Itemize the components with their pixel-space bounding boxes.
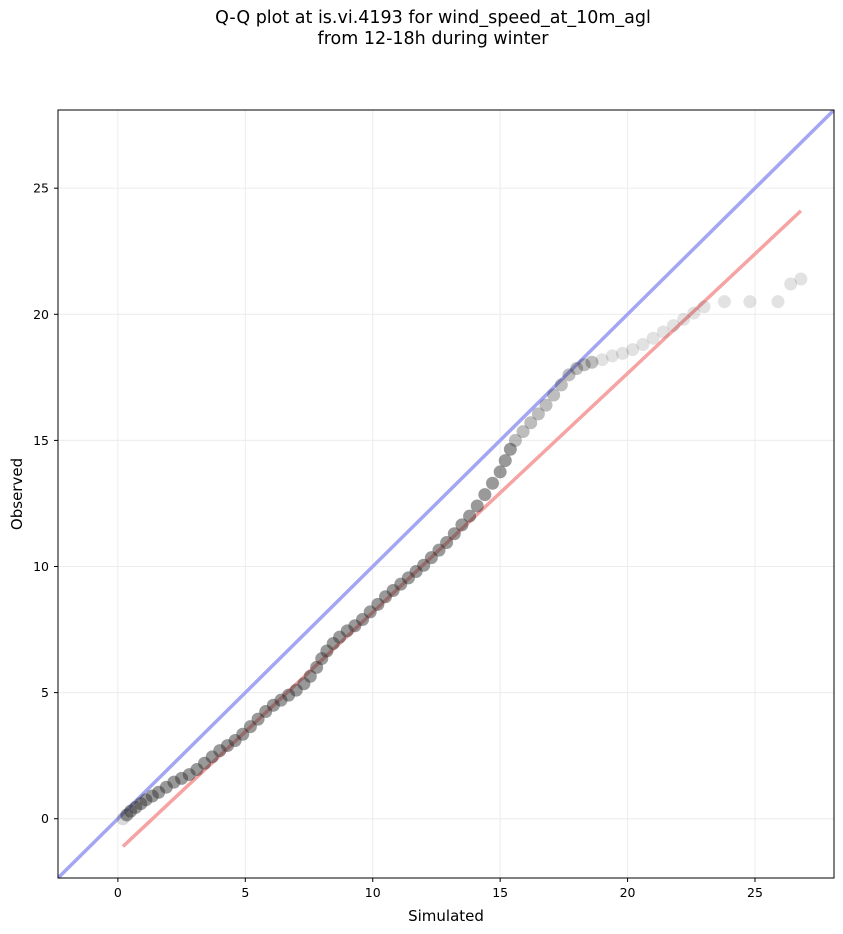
plot-frame — [57, 109, 835, 879]
data-point — [547, 388, 561, 402]
data-point — [636, 338, 650, 352]
x-tick-label: 10 — [365, 885, 381, 900]
data-point — [626, 343, 640, 357]
data-point — [605, 349, 619, 363]
chart-title-line-1: Q-Q plot at is.vi.4193 for wind_speed_at… — [215, 8, 651, 28]
data-point — [470, 499, 484, 513]
data-point — [478, 488, 492, 502]
scatter-points — [116, 272, 808, 826]
data-point — [615, 346, 629, 360]
y-tick-label: 20 — [33, 307, 49, 322]
data-point — [486, 476, 500, 490]
y-tick-label: 5 — [41, 685, 49, 700]
y-tick-label: 25 — [33, 181, 49, 196]
data-point — [666, 319, 680, 333]
data-point — [577, 358, 591, 372]
data-point — [646, 331, 660, 345]
chart-title: Q-Q plot at is.vi.4193 for wind_speed_at… — [0, 8, 843, 50]
data-point — [717, 295, 731, 309]
data-point — [784, 277, 798, 291]
y-tick-label: 10 — [33, 559, 49, 574]
data-point — [697, 300, 711, 314]
data-point — [687, 306, 701, 320]
data-point — [493, 465, 507, 479]
data-point — [539, 398, 553, 412]
data-point — [677, 312, 691, 326]
data-point — [743, 295, 757, 309]
data-point — [516, 425, 530, 439]
data-point — [656, 325, 670, 339]
data-point — [440, 536, 454, 550]
x-tick-label: 25 — [747, 885, 763, 900]
data-point — [524, 416, 538, 430]
data-point — [463, 509, 477, 523]
x-axis-label: Simulated — [408, 907, 484, 925]
data-point — [595, 353, 609, 367]
data-point — [562, 368, 576, 382]
y-tick-label: 15 — [33, 433, 49, 448]
x-tick-label: 15 — [492, 885, 508, 900]
reference-lines — [58, 110, 834, 878]
x-tick-label: 0 — [114, 885, 122, 900]
x-tick-label: 5 — [241, 885, 249, 900]
data-point — [498, 454, 512, 468]
data-point — [794, 272, 808, 286]
data-point — [508, 433, 522, 447]
y-axis-label: Observed — [8, 458, 26, 530]
data-point — [554, 378, 568, 392]
data-point — [771, 295, 785, 309]
data-point — [531, 407, 545, 421]
data-point — [503, 442, 517, 456]
axis-ticks: 0 5 10 15 20 25 0 5 10 15 20 25 — [33, 181, 763, 900]
y-tick-label: 0 — [41, 811, 49, 826]
x-tick-label: 20 — [620, 885, 636, 900]
data-point — [447, 527, 461, 541]
data-point — [455, 518, 469, 532]
data-point — [570, 362, 584, 376]
data-point — [585, 355, 599, 369]
identity-line — [58, 110, 834, 878]
chart-title-line-2: from 12-18h during winter — [317, 29, 549, 49]
